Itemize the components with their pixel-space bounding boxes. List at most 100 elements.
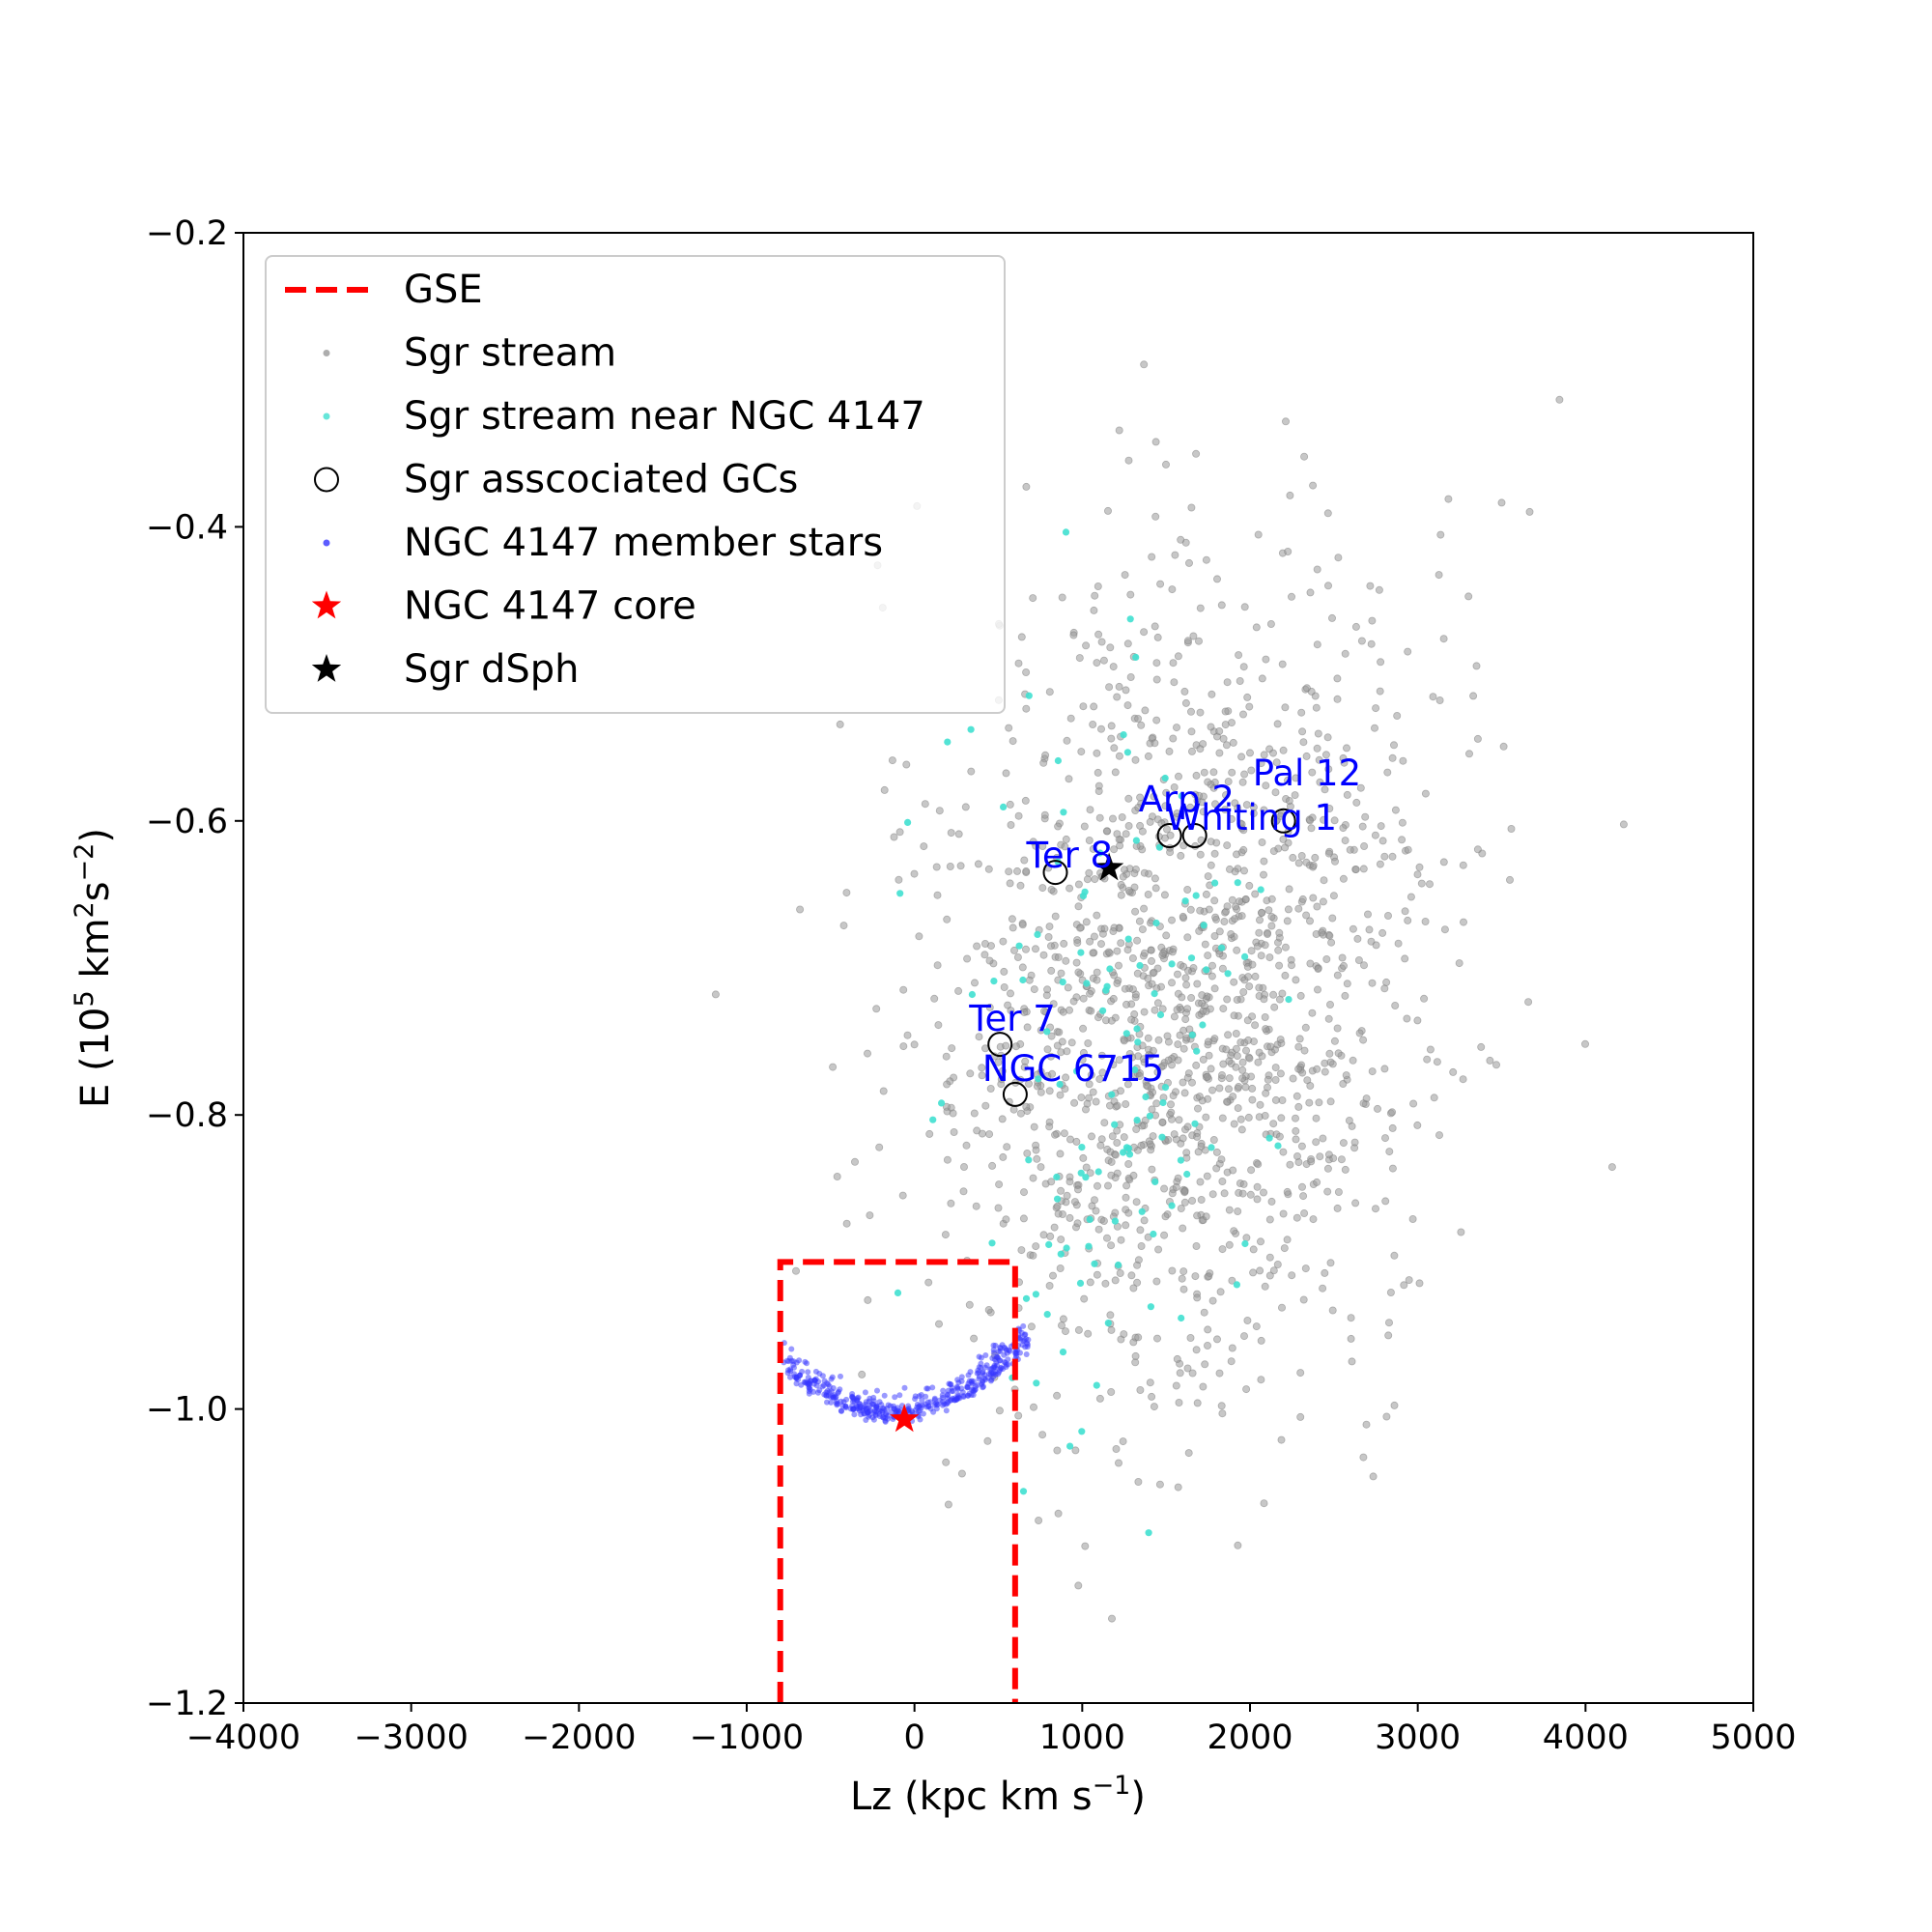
sgr-stream-point [965,1300,974,1309]
sgr-stream-near-ngc4147-point [1104,1320,1112,1327]
sgr-stream-point [1005,724,1013,732]
sgr-stream-point [1174,1056,1182,1065]
sgr-stream-point [1193,1211,1202,1220]
sgr-stream-point [1329,892,1338,900]
sgr-stream-point [1022,668,1031,677]
ngc4147-member-point [851,1411,858,1418]
sgr-stream-near-ngc4147-point [1145,1529,1152,1537]
sgr-stream-point [1174,1174,1182,1182]
sgr-stream-point [1080,1294,1089,1303]
sgr-stream-point [1183,1122,1192,1131]
sgr-stream-point [1155,1480,1164,1489]
sgr-stream-point [1256,1100,1264,1109]
sgr-stream-point [1330,816,1339,825]
sgr-stream-point [1406,893,1415,901]
sgr-stream-point [1166,848,1175,857]
sgr-stream-point [1009,923,1017,932]
sgr-stream-point [1307,824,1316,833]
sgr-stream-point [1346,845,1354,854]
sgr-stream-point [1151,512,1160,521]
sgr-stream-point [1365,925,1374,934]
ngc4147-member-point [787,1374,793,1380]
sgr-stream-point [1265,1271,1274,1280]
sgr-stream-point [1444,495,1453,503]
sgr-stream-point [1173,1006,1181,1014]
sgr-stream-point [972,1202,980,1210]
sgr-stream-near-ngc4147-point [938,1099,946,1107]
sgr-stream-point [1215,1369,1224,1378]
legend-marker-dot [323,539,330,547]
sgr-stream-near-ngc4147-point [1123,749,1131,756]
sgr-stream-point [1057,1236,1065,1244]
sgr-stream-point [1426,880,1435,889]
sgr-stream-point [1150,1403,1158,1411]
sgr-stream-point [1104,948,1113,956]
sgr-stream-point [1204,1037,1212,1046]
sgr-stream-point [1266,620,1275,629]
sgr-stream-point [1449,1067,1458,1076]
sgr-stream-point [1289,1074,1297,1083]
sgr-stream-point [1271,1076,1280,1085]
sgr-stream-near-ngc4147-point [1241,1239,1249,1248]
sgr-stream-point [1188,747,1197,755]
ngc4147-member-point [948,1381,954,1388]
sgr-stream-point [1180,1089,1189,1097]
sgr-stream-near-ngc4147-point [1152,919,1160,927]
ngc4147-member-point [870,1416,877,1423]
ngc4147-member-point [931,1395,938,1402]
sgr-stream-point [1050,1223,1059,1232]
legend-label: Sgr stream near NGC 4147 [404,394,925,439]
sgr-stream-point [1339,824,1348,833]
sgr-stream-point [1168,1266,1177,1275]
ngc4147-member-point [965,1392,972,1399]
sgr-stream-point [1113,1101,1122,1110]
sgr-stream-point [1331,857,1340,866]
sgr-stream-point [1312,1114,1321,1122]
sgr-stream-point [1238,1074,1247,1083]
ngc4147-member-point [971,1388,977,1395]
sgr-stream-point [1082,918,1091,926]
sgr-stream-point [1420,994,1429,1003]
sgr-stream-point [1035,1517,1043,1525]
sgr-stream-point [1187,727,1196,736]
sgr-stream-near-ngc4147-point [967,725,975,733]
sgr-stream-point [1257,1237,1265,1246]
sgr-stream-point [1106,643,1115,652]
sgr-stream-point [1242,1046,1251,1055]
sgr-stream-point [1124,887,1133,895]
sgr-stream-point [1239,988,1248,997]
sgr-stream-point [1199,808,1208,816]
ngc4147-member-point [881,1392,888,1399]
sgr-stream-point [1358,822,1367,831]
sgr-stream-point [1170,678,1179,687]
sgr-stream-point [1233,850,1241,859]
sgr-stream-point [1253,942,1262,951]
sgr-stream-point [1232,1044,1240,1053]
sgr-stream-point [1398,836,1406,844]
sgr-stream-point [1109,927,1118,936]
ngc4147-member-point [965,1380,972,1387]
sgr-stream-point [920,842,928,851]
sgr-stream-point [879,1087,888,1095]
sgr-stream-point [1122,1221,1130,1230]
sgr-stream-point [1186,905,1195,914]
sgr-stream-point [1148,1105,1156,1114]
sgr-stream-point [1058,1321,1066,1330]
sgr-stream-near-ngc4147-point [1132,653,1140,662]
sgr-stream-point [851,1157,860,1166]
sgr-stream-point [1088,1132,1096,1141]
sgr-stream-point [1473,845,1482,854]
sgr-stream-point [1151,739,1159,748]
sgr-stream-point [1022,482,1031,491]
sgr-stream-point [1260,857,1268,866]
sgr-stream-point [1204,872,1212,881]
sgr-stream-point [1148,553,1156,561]
sgr-stream-point [1208,1086,1217,1094]
sgr-stream-point [1220,918,1229,926]
sgr-stream-point [1181,698,1190,707]
sgr-stream-point [1323,733,1332,742]
sgr-stream-point [1245,702,1254,711]
sgr-stream-point [1151,874,1159,883]
sgr-stream-point [792,1266,801,1275]
sgr-stream-point [1162,460,1171,469]
